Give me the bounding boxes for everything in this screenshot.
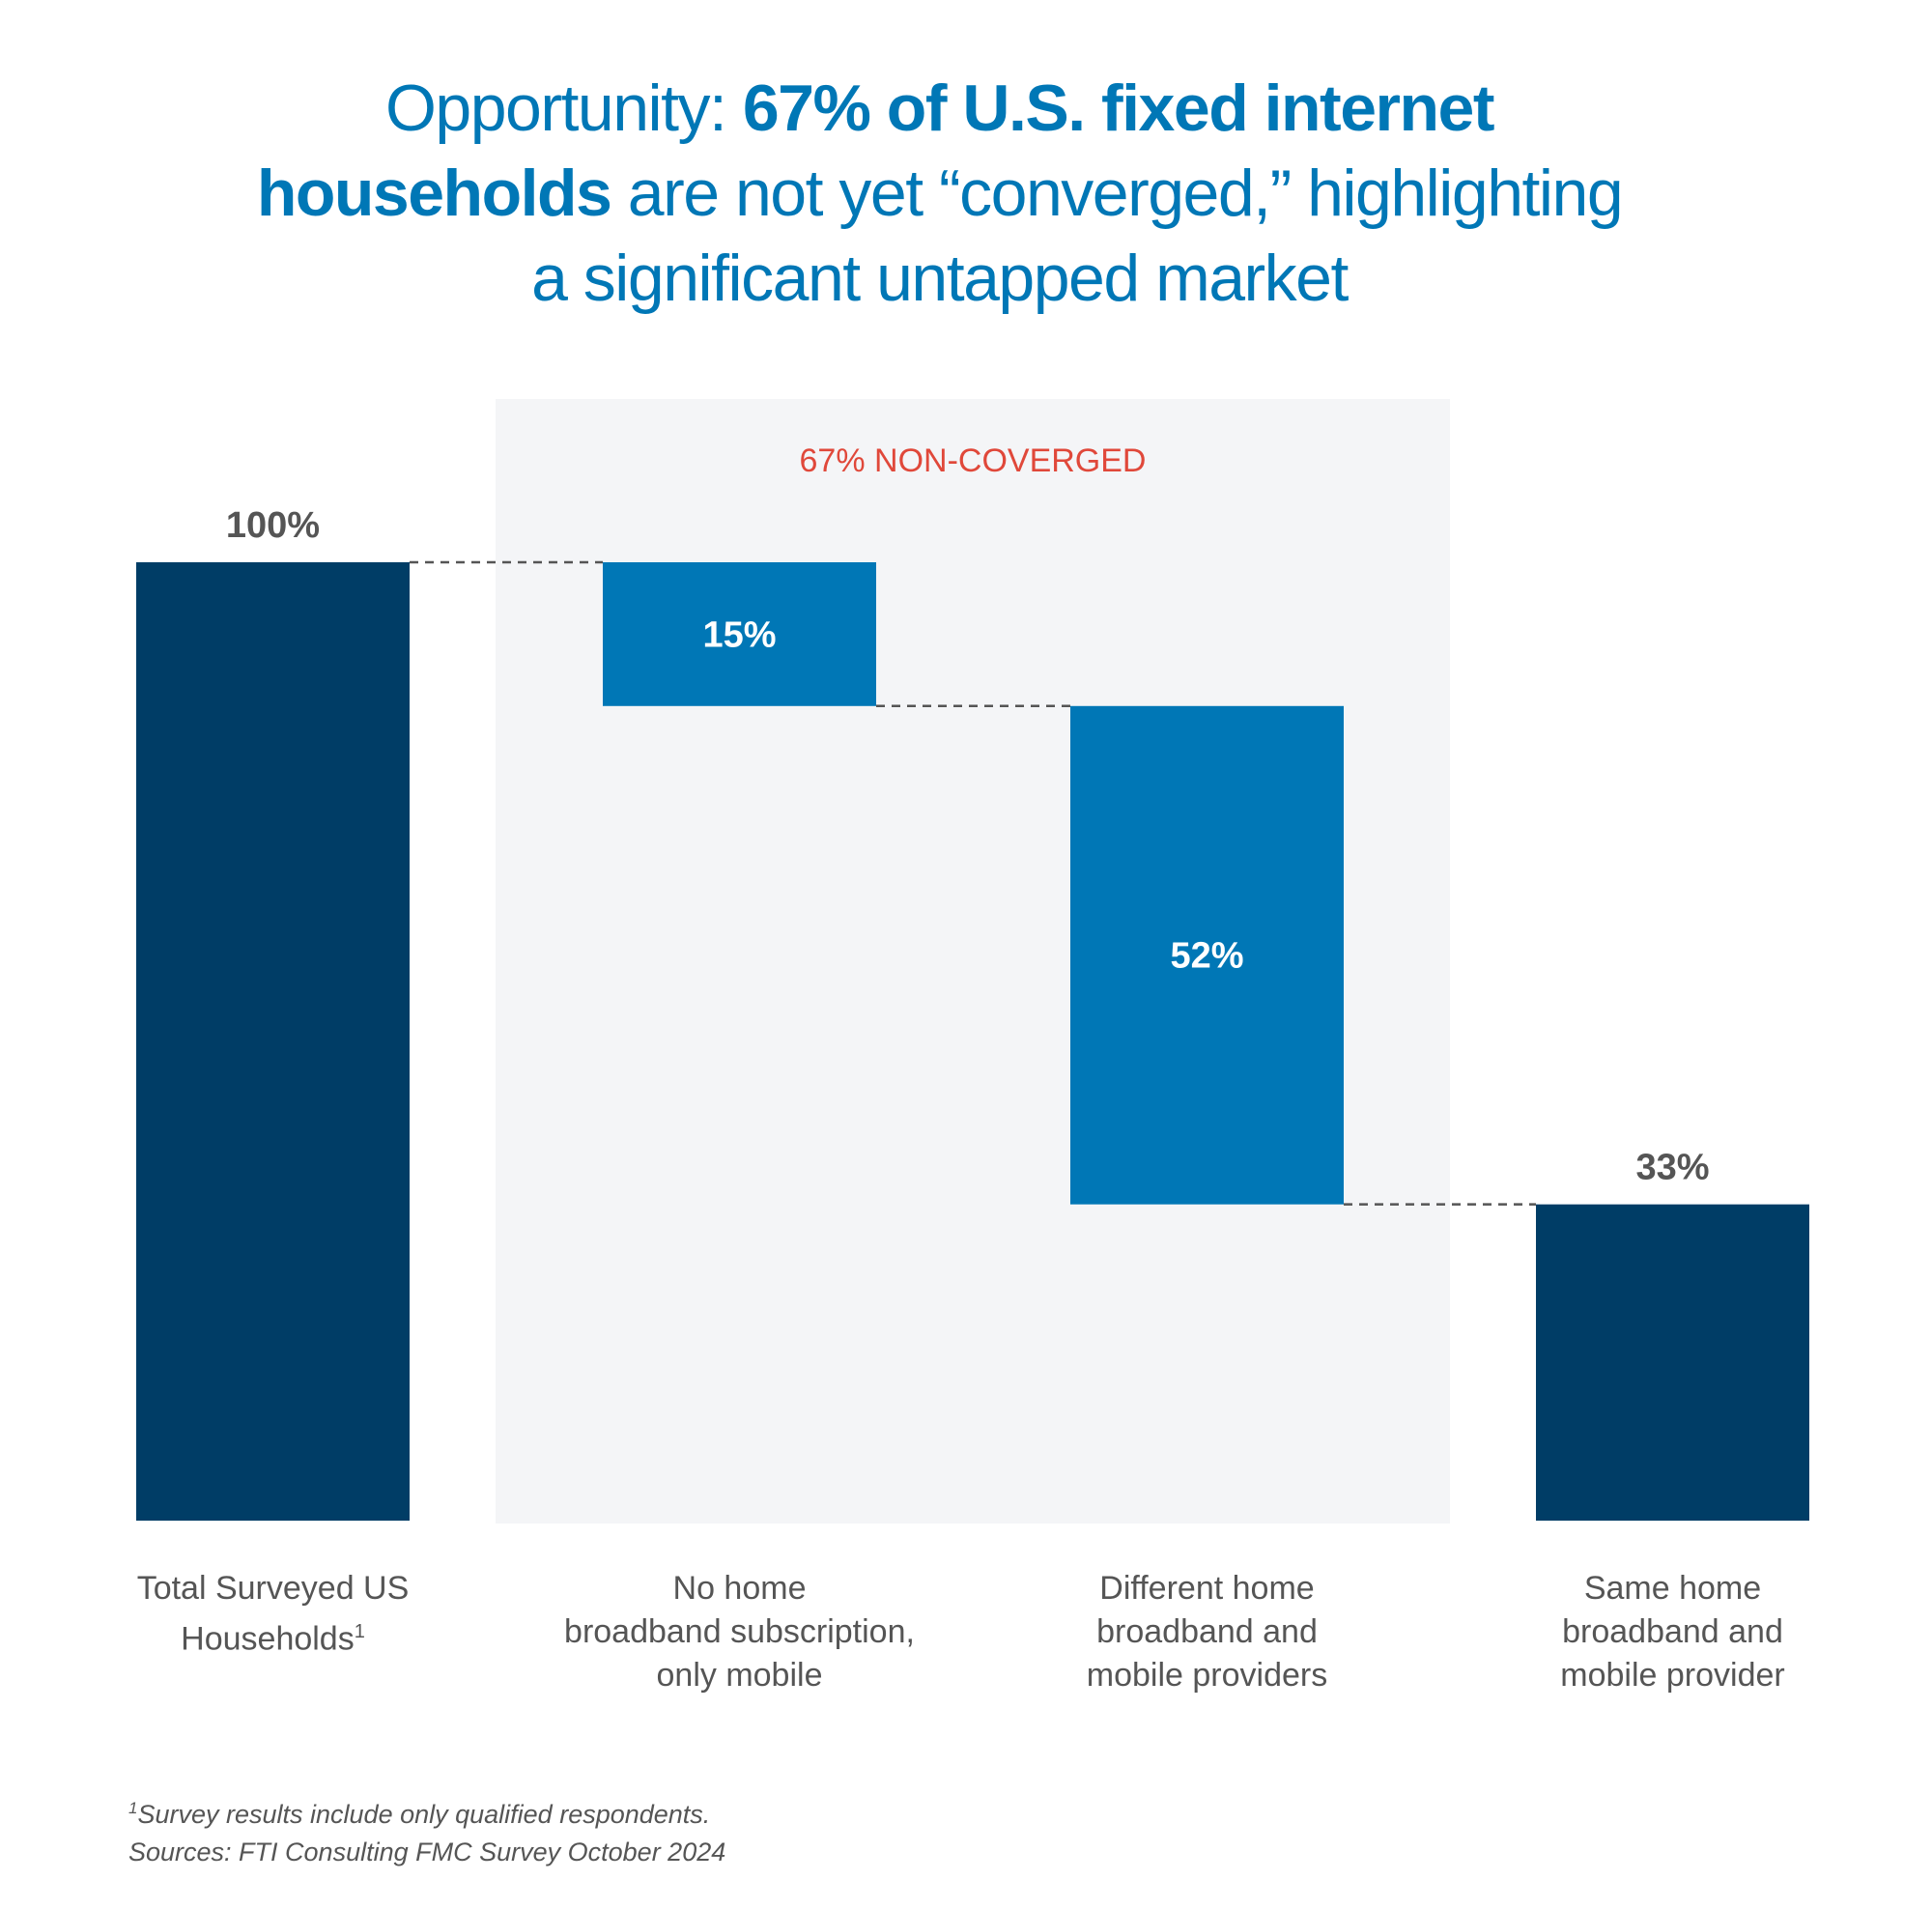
category-label-line: mobile providers xyxy=(1086,1657,1328,1694)
bar-value-label: 15% xyxy=(702,614,776,655)
category-label-line: Same home xyxy=(1583,1570,1762,1607)
category-label-line: broadband and xyxy=(1096,1613,1318,1650)
category-label-line: No home xyxy=(672,1570,807,1607)
category-label: No home broadband subscription, only mobil… xyxy=(537,1567,943,1697)
bar-3 xyxy=(1536,1204,1809,1521)
title-bold: 67% of U.S. fixed internet xyxy=(742,71,1495,145)
bar-value-label: 33% xyxy=(1635,1148,1709,1188)
category-label-line: broadband and xyxy=(1562,1613,1783,1650)
footnote-text: Survey results include only qualified re… xyxy=(137,1800,711,1829)
bar-2 xyxy=(1070,705,1344,1205)
bar-value-label: 100% xyxy=(226,505,320,546)
chart-title: Opportunity: 67% of U.S. fixed internet … xyxy=(0,66,1879,321)
waterfall-chart: 67% NON-COVERGED 100% 15% 52% 33% xyxy=(136,399,1809,1524)
category-label-line: Households1 xyxy=(181,1620,365,1658)
category-label: Same home broadband and mobile provider xyxy=(1470,1567,1876,1697)
title-text: Opportunity: xyxy=(385,71,743,145)
footnote-marker: 1 xyxy=(354,1621,365,1642)
category-label-line: Total Surveyed US xyxy=(136,1570,410,1607)
title-bold: households xyxy=(256,157,612,230)
bar-value-label: 52% xyxy=(1170,936,1243,977)
band-annotation: 67% NON-COVERGED xyxy=(800,442,1147,479)
title-text: a significant untapped market xyxy=(531,242,1349,315)
category-label-line: mobile provider xyxy=(1560,1657,1785,1694)
bar-0 xyxy=(136,562,410,1521)
category-label: Total Surveyed US Households1 xyxy=(71,1567,476,1661)
title-text: are not yet “converged,” highlighting xyxy=(611,157,1624,230)
category-label: Different home broadband and mobile provid… xyxy=(1005,1567,1410,1697)
footnote-marker: 1 xyxy=(128,1799,138,1817)
bar-1 xyxy=(603,562,876,706)
source-note: Sources: FTI Consulting FMC Survey Octob… xyxy=(128,1838,726,1866)
footnote: 1Survey results include only qualified r… xyxy=(128,1799,710,1830)
category-label-line: broadband subscription, xyxy=(564,1613,915,1650)
category-label-line: only mobile xyxy=(656,1657,823,1694)
category-label-line: Different home xyxy=(1099,1570,1315,1607)
